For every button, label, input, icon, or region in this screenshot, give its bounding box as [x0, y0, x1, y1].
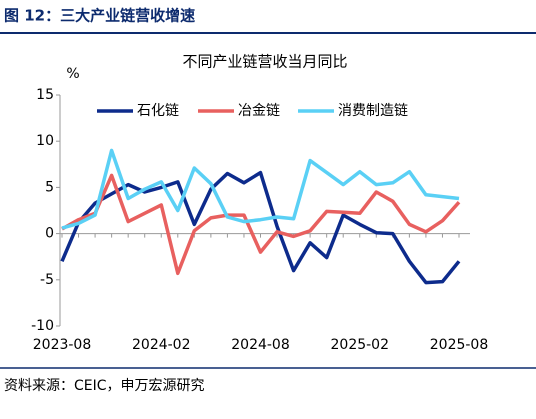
- source: 资料来源：CEIC，申万宏源研究: [4, 378, 205, 394]
- x-tick-label: 2025-08: [430, 337, 489, 353]
- y-tick-label: 5: [45, 179, 54, 195]
- x-tick-label: 2025-02: [331, 337, 390, 353]
- x-tick-label: 2024-08: [231, 337, 290, 353]
- y-label: %: [66, 66, 79, 82]
- y-tick-label: 0: [45, 226, 54, 242]
- y-tick-label: 15: [36, 87, 54, 103]
- figure-title: 图 12：三大产业链营收增速: [4, 7, 195, 25]
- legend-label: 消费制造链: [338, 103, 408, 119]
- y-tick-label: -10: [31, 318, 54, 334]
- legend-label: 冶金链: [238, 103, 280, 119]
- x-tick-label: 2024-02: [132, 337, 191, 353]
- series-line: [61, 173, 461, 276]
- series-line: [60, 170, 461, 285]
- y-tick-label: 10: [36, 133, 54, 149]
- series-line: [61, 148, 460, 230]
- legend-label: 石化链: [137, 103, 179, 119]
- chart-title: 不同产业链营收当月同比: [182, 53, 347, 71]
- y-tick-label: -5: [40, 272, 54, 288]
- x-tick-label: 2023-08: [33, 337, 92, 353]
